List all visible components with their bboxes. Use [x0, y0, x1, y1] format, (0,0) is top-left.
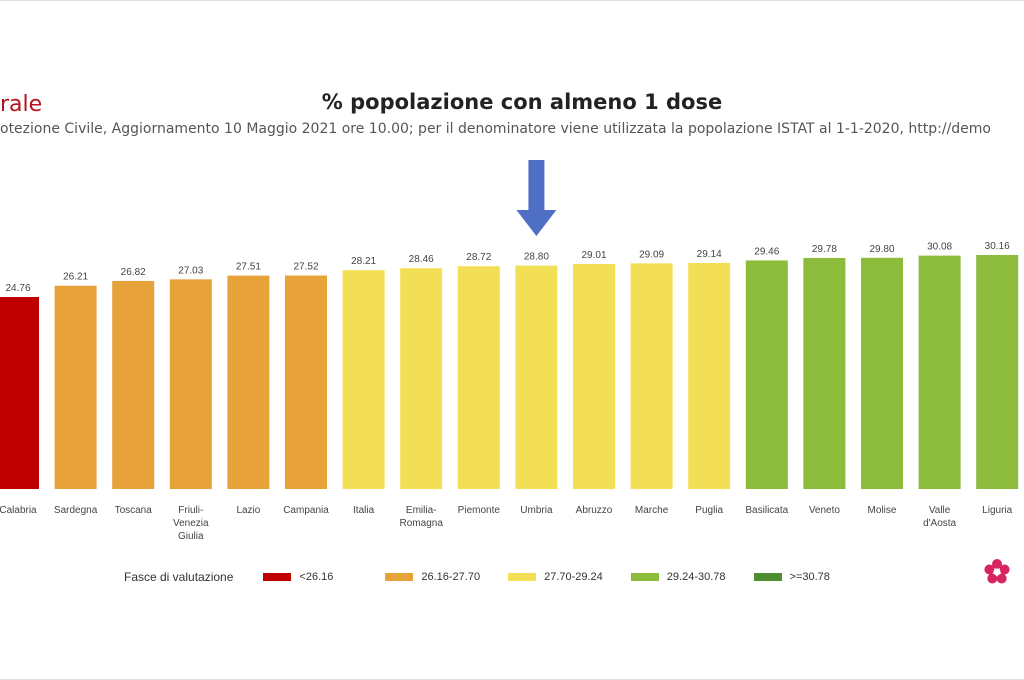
bar-value-label: 29.01 — [581, 250, 606, 261]
bar-umbria — [515, 265, 558, 489]
bar-veneto — [803, 257, 846, 489]
legend-swatch-orange — [385, 573, 414, 581]
chart-title: % popolazione con almeno 1 dose — [321, 90, 723, 114]
category-label: Liguria — [982, 505, 1012, 516]
legend-item-gte-30-78: >=30.78 — [753, 571, 830, 583]
category-label: Veneto — [809, 505, 841, 516]
legend-label: >=30.78 — [789, 571, 830, 583]
bar-molise — [861, 257, 903, 489]
category-label: Piemonte — [458, 505, 501, 516]
legend-item-29-24-30-78: 29.24-30.78 — [630, 571, 726, 583]
category-label: Friuli-Venezia Giulia — [173, 505, 209, 542]
chart-subtitle: otezione Civile, Aggiornamento 10 Maggio… — [0, 121, 991, 137]
bar-italia — [342, 270, 385, 489]
bar-value-label: 29.80 — [869, 244, 894, 255]
category-label: Calabria — [0, 505, 37, 516]
bar-value-label: 30.08 — [927, 242, 952, 253]
legend-swatch-dark-green — [753, 573, 782, 581]
down-arrow-icon — [516, 160, 557, 236]
legend-label: 26.16-27.70 — [421, 571, 481, 583]
category-label: Abruzzo — [576, 505, 613, 516]
bar-value-label: 30.16 — [985, 241, 1010, 252]
bar-liguria — [976, 255, 1019, 489]
legend-swatch-yellow — [508, 573, 537, 581]
category-label: Lazio — [236, 505, 260, 516]
legend-item-27-70-29-24: 27.70-29.24 — [508, 571, 603, 583]
bar-value-label: 28.80 — [524, 252, 549, 263]
legend-item-26-16-27-70: 26.16-27.70 — [385, 571, 480, 583]
bar-emilia-romagna — [400, 268, 443, 489]
legend: Fasce di valutazione <26.16 26.16-27.70 … — [124, 570, 858, 584]
category-label: Valle d'Aosta — [923, 505, 956, 529]
bar-abruzzo — [573, 263, 615, 489]
category-label: Sardegna — [54, 505, 98, 516]
bar-friuli-veneziagiulia — [169, 279, 212, 489]
bar-lazio — [227, 275, 270, 489]
legend-swatch-light-green — [630, 573, 659, 581]
category-label: Campania — [283, 505, 329, 516]
category-label: Umbria — [520, 505, 553, 516]
bar-value-label: 24.76 — [5, 283, 30, 294]
bar-value-label: 26.21 — [63, 272, 88, 283]
bar-puglia — [688, 262, 731, 489]
legend-item-lt-26-16: <26.16 — [263, 571, 333, 583]
category-label: Basilicata — [745, 505, 788, 516]
bar-basilicata — [745, 260, 788, 489]
bar-value-label: 27.03 — [178, 265, 203, 276]
bar-valled-aosta — [918, 255, 961, 489]
category-label: Marche — [635, 505, 669, 516]
bar-marche — [630, 263, 673, 489]
legend-title: Fasce di valutazione — [124, 570, 234, 584]
category-label: Emilia-Romagna — [400, 505, 444, 529]
bar-toscana — [112, 280, 155, 489]
legend-label: 27.70-29.24 — [544, 571, 603, 583]
category-label: Italia — [353, 505, 375, 516]
bar-value-label: 29.78 — [812, 244, 837, 255]
bar-value-label: 26.82 — [121, 267, 146, 278]
bar-value-label: 29.46 — [754, 246, 779, 257]
bar-calabria — [0, 297, 39, 489]
bar-value-label: 27.51 — [236, 262, 261, 273]
bar-sardegna — [54, 285, 97, 489]
bar-value-label: 29.14 — [697, 249, 722, 260]
flower-logo-icon — [984, 559, 1010, 584]
bar-value-label: 29.09 — [639, 249, 664, 260]
legend-swatch-red — [263, 573, 292, 581]
corner-title: rale — [0, 92, 43, 117]
category-label: Toscana — [115, 505, 153, 516]
category-label: Molise — [868, 505, 897, 516]
bar-value-label: 27.52 — [293, 262, 318, 273]
legend-label: 29.24-30.78 — [666, 571, 726, 583]
bar-value-label: 28.21 — [351, 256, 376, 267]
bar-value-label: 28.72 — [466, 252, 491, 263]
category-label: Puglia — [695, 505, 723, 516]
bar-piemonte — [457, 266, 500, 489]
bar-campania — [285, 275, 327, 489]
legend-label: <26.16 — [299, 571, 334, 583]
bar-value-label: 28.46 — [409, 254, 434, 265]
